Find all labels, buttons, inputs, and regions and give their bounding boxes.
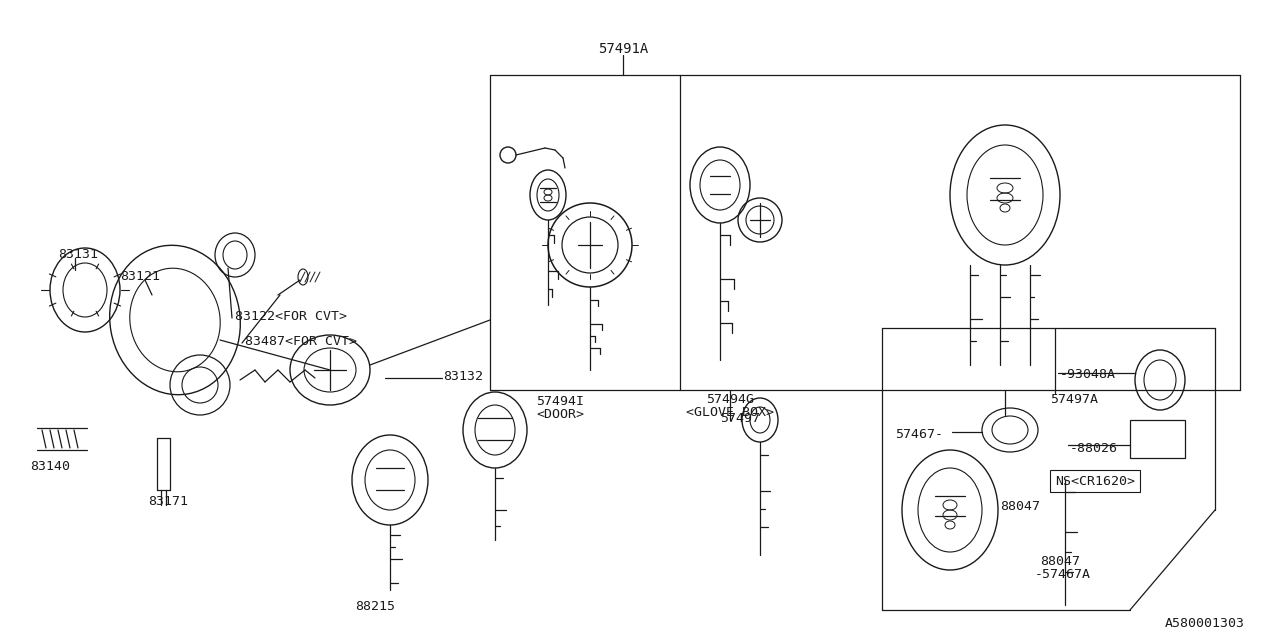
Text: 83131: 83131 bbox=[58, 248, 99, 261]
Text: NS<CR1620>: NS<CR1620> bbox=[1055, 475, 1135, 488]
Text: 57491A: 57491A bbox=[598, 42, 648, 56]
Text: -93048A: -93048A bbox=[1060, 368, 1116, 381]
Text: 83171: 83171 bbox=[148, 495, 188, 508]
Text: 57467-: 57467- bbox=[895, 428, 943, 441]
Text: 57497: 57497 bbox=[719, 412, 760, 425]
Bar bbox=[1130, 420, 1185, 458]
Text: 83121: 83121 bbox=[120, 270, 160, 283]
Text: 83487<FOR CVT>: 83487<FOR CVT> bbox=[244, 335, 357, 348]
Text: 57497A: 57497A bbox=[1050, 393, 1098, 406]
Text: -88026: -88026 bbox=[1070, 442, 1117, 455]
Text: 88047: 88047 bbox=[1039, 555, 1080, 568]
Text: 83122<FOR CVT>: 83122<FOR CVT> bbox=[236, 310, 347, 323]
Text: <GLOVE BOX>: <GLOVE BOX> bbox=[686, 406, 774, 419]
Text: <DOOR>: <DOOR> bbox=[536, 408, 584, 421]
Text: 57494G: 57494G bbox=[707, 393, 754, 406]
Bar bbox=[1050, 470, 1140, 492]
Text: 88047: 88047 bbox=[1000, 500, 1039, 513]
Text: 88215: 88215 bbox=[355, 600, 396, 613]
Text: 57494I: 57494I bbox=[536, 395, 584, 408]
Text: 83140: 83140 bbox=[29, 460, 70, 473]
Text: 83132: 83132 bbox=[443, 370, 483, 383]
Text: A580001303: A580001303 bbox=[1165, 617, 1245, 630]
Text: -57467A: -57467A bbox=[1036, 568, 1091, 581]
